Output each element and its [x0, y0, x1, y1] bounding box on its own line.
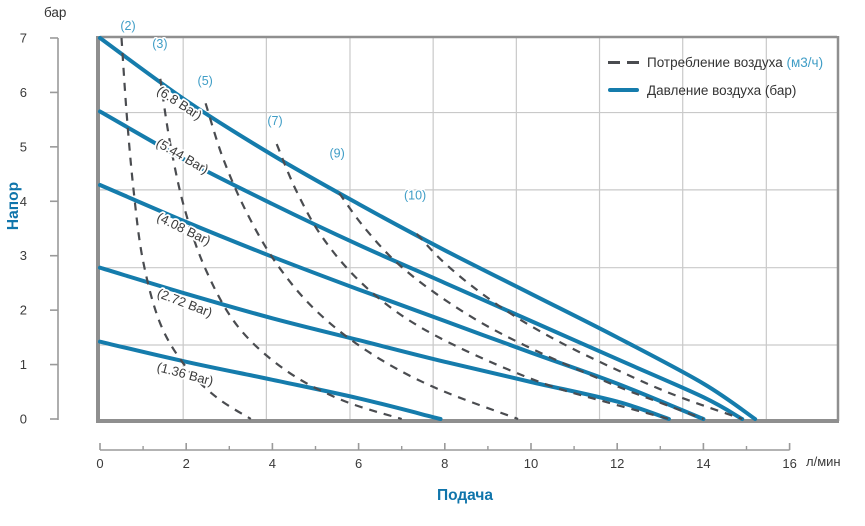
pressure-curves	[98, 36, 758, 421]
y-tick-label: 7	[20, 30, 27, 45]
pressure-curve-1.36-bar	[98, 339, 443, 421]
x-tick-label: 16	[782, 456, 796, 471]
pressure-curve-2.72-bar	[98, 265, 671, 421]
x-tick-label: 12	[610, 456, 624, 471]
y-tick-label: 5	[20, 139, 27, 154]
consumption-curve-label: (9)	[329, 147, 344, 161]
x-axis: 0 2 4 6 8 10 12 14 16	[96, 443, 797, 471]
y-tick-label: 2	[20, 303, 27, 318]
y-tick-label: 0	[20, 412, 27, 427]
dashed-line-swatch	[608, 60, 639, 64]
legend-item-air-pressure: Давление воздуха (бар)	[608, 81, 823, 99]
consumption-curve-5-m3-h	[204, 102, 519, 421]
consumption-curve-2-m3-h	[120, 37, 252, 420]
y-axis: 0 1 2 3 4 5 6 7	[20, 30, 59, 427]
legend-air-consumption-label: Потребление воздуха (м3/ч)	[647, 55, 823, 70]
legend-item-air-consumption: Потребление воздуха (м3/ч)	[608, 53, 823, 71]
y-axis-unit-label: бар	[44, 5, 67, 20]
x-tick-label: 4	[269, 456, 276, 471]
legend-air-pressure-label: Давление воздуха (бар)	[647, 82, 797, 98]
consumption-curve-label: (5)	[198, 74, 213, 88]
consumption-curve-label: (10)	[404, 189, 426, 203]
consumption-curve-3-m3-h	[159, 78, 403, 421]
legend-consumption-unit: (м3/ч)	[786, 54, 824, 70]
x-axis-unit-label: л/мин	[806, 454, 841, 469]
grid	[100, 38, 837, 419]
y-tick-label: 3	[20, 248, 27, 263]
pressure-curve-6.8-bar	[98, 36, 758, 421]
pressure-curve-label: (2.72 Bar)	[155, 285, 214, 320]
x-tick-label: 8	[441, 456, 448, 471]
plot-border	[96, 35, 840, 423]
consumption-curve-7-m3-h	[275, 143, 670, 421]
x-tick-label: 0	[96, 456, 103, 471]
pressure-curve-5.44-bar	[98, 109, 745, 421]
solid-line-swatch	[608, 88, 639, 92]
x-axis-title: Подача	[436, 487, 494, 504]
x-tick-label: 2	[183, 456, 190, 471]
x-tick-label: 14	[696, 456, 710, 471]
legend: Потребление воздуха (м3/ч) Давление возд…	[608, 53, 823, 109]
x-tick-label: 6	[355, 456, 362, 471]
pressure-curve-4.08-bar	[98, 183, 706, 421]
consumption-curves	[120, 37, 743, 421]
consumption-curve-label: (7)	[267, 114, 282, 128]
consumption-curve-10-m3-h	[415, 233, 743, 421]
y-tick-label: 6	[20, 85, 27, 100]
pressure-curve-label: (6.8 Bar)	[154, 83, 205, 123]
consumption-curve-label: (3)	[152, 37, 167, 51]
consumption-curve-label: (2)	[120, 19, 135, 33]
y-tick-label: 1	[20, 357, 27, 372]
legend-consumption-text: Потребление воздуха	[647, 54, 783, 70]
y-tick-label: 4	[20, 194, 27, 209]
pressure-curve-label: (5.44 Bar)	[154, 135, 212, 177]
x-tick-label: 10	[524, 456, 538, 471]
consumption-curve-9-m3-h	[338, 192, 704, 421]
